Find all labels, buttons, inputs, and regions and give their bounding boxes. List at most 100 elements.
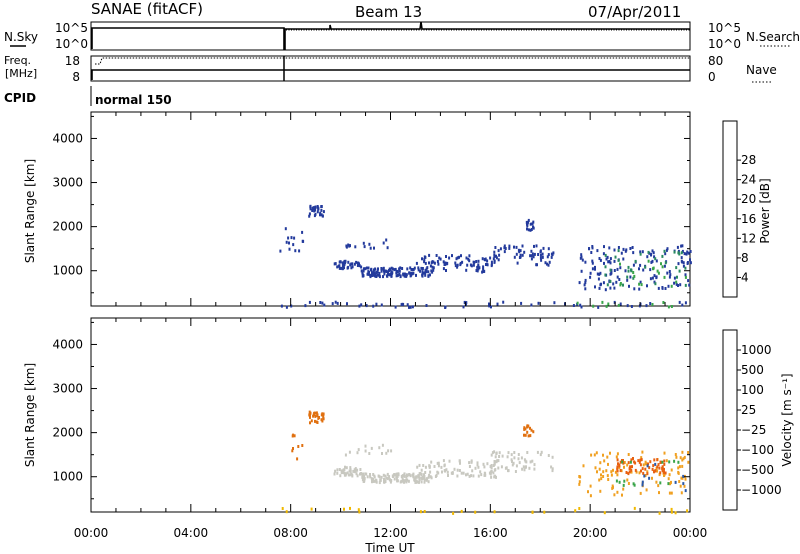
nsearch-trace: [92, 27, 690, 31]
colorbar-tick-label: 16: [741, 212, 756, 226]
data-cell: [424, 465, 427, 469]
data-cell: [442, 267, 445, 271]
data-cell: [394, 305, 397, 309]
data-cell: [651, 476, 653, 480]
data-cell: [663, 451, 666, 455]
data-cell: [479, 470, 482, 474]
data-cell: [663, 459, 666, 463]
data-cell: [451, 472, 454, 475]
data-cell: [436, 461, 439, 465]
data-cell: [661, 468, 664, 472]
data-cell: [361, 274, 364, 278]
data-cell: [511, 460, 513, 463]
data-cell: [647, 259, 650, 263]
data-cell: [609, 280, 612, 283]
data-cell: [424, 261, 427, 265]
data-cell: [590, 251, 593, 254]
data-cell: [676, 275, 678, 279]
data-cell: [384, 269, 387, 273]
data-cell: [370, 267, 373, 271]
data-cell: [513, 245, 515, 249]
data-cell: [309, 207, 312, 211]
data-cell: [675, 455, 678, 459]
data-cell: [436, 260, 439, 263]
data-cell: [677, 466, 680, 470]
data-cell: [292, 447, 294, 450]
data-cell: [308, 413, 311, 416]
data-cell: [638, 460, 641, 464]
data-cell: [530, 249, 533, 253]
data-cell: [420, 480, 423, 484]
data-cell: [386, 246, 389, 250]
data-cell: [425, 304, 428, 307]
data-cell: [430, 261, 433, 265]
data-cell: [604, 273, 607, 277]
data-cell: [529, 222, 532, 226]
data-cell: [391, 271, 394, 275]
data-cell: [529, 426, 531, 430]
data-cell: [605, 469, 608, 473]
data-cell: [649, 268, 652, 272]
data-cell: [664, 252, 667, 256]
data-cell: [503, 250, 506, 254]
data-cell: [609, 257, 612, 261]
data-cell: [443, 263, 446, 266]
colorbar-tick-label: 12: [741, 231, 756, 245]
data-cell: [309, 415, 311, 419]
data-cell: [395, 271, 398, 275]
data-cell: [508, 246, 511, 250]
data-cell: [654, 282, 657, 286]
data-cell: [519, 249, 522, 253]
data-cell: [368, 242, 371, 246]
data-cell: [292, 243, 295, 247]
data-cell: [600, 477, 603, 481]
data-cell: [608, 246, 611, 250]
data-cell: [493, 510, 496, 514]
data-cell: [415, 475, 418, 479]
data-cell: [618, 480, 621, 484]
freq-label-bottom: [MHz]: [5, 67, 37, 80]
data-cell: [366, 475, 369, 479]
data-cell: [621, 493, 623, 497]
data-cell: [613, 248, 616, 252]
data-cell: [673, 250, 676, 254]
data-cell: [352, 469, 355, 473]
data-cell: [624, 269, 627, 273]
data-cell: [290, 236, 293, 240]
data-cell: [401, 475, 403, 479]
data-cell: [656, 269, 659, 273]
data-cell: [468, 461, 471, 465]
data-cell: [503, 246, 506, 250]
data-cell: [468, 254, 471, 258]
data-cell: [541, 255, 544, 259]
data-cell: [355, 260, 358, 264]
data-cell: [454, 261, 457, 265]
data-cell: [418, 480, 420, 484]
data-cell: [680, 491, 683, 495]
colorbar-tick-label: 500: [741, 363, 764, 377]
data-cell: [680, 244, 683, 248]
data-cell: [606, 283, 609, 287]
freq-panel: Freq. [MHz] 18 8 Nave 80 0: [4, 54, 777, 84]
data-cell: [427, 480, 430, 484]
data-cell: [591, 259, 594, 263]
data-cell: [375, 302, 378, 306]
data-cell: [308, 410, 311, 414]
data-cell: [338, 260, 341, 264]
data-cell: [627, 482, 630, 485]
data-cell: [396, 475, 399, 478]
data-cell: [674, 480, 677, 484]
data-cell: [488, 302, 490, 306]
data-cell: [497, 258, 500, 262]
data-cell: [396, 274, 399, 277]
data-cell: [345, 245, 348, 249]
data-cell: [408, 473, 411, 476]
cpid-label: CPID: [4, 91, 36, 105]
data-cell: [322, 210, 325, 214]
data-cell: [349, 470, 352, 473]
data-cell: [609, 268, 612, 272]
data-cell: [632, 457, 634, 460]
data-cell: [319, 213, 321, 217]
data-cell: [489, 472, 492, 476]
data-cell: [663, 470, 665, 474]
